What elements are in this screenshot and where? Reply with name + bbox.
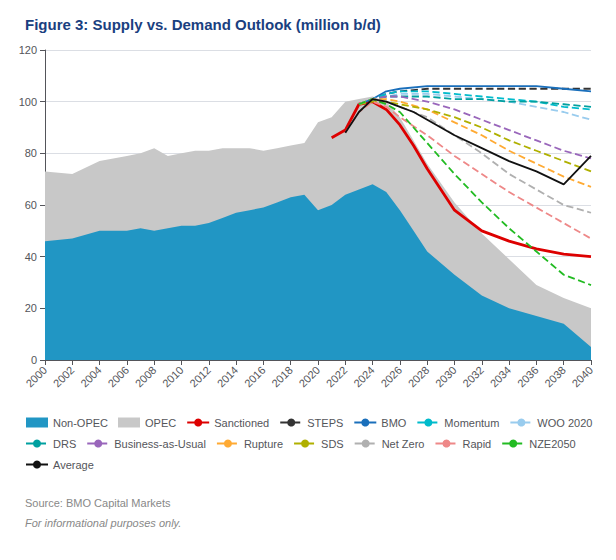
svg-text:For informational purposes onl: For informational purposes only.	[25, 517, 181, 529]
svg-text:2022: 2022	[324, 364, 350, 390]
svg-text:Figure 3: Supply vs. Demand Ou: Figure 3: Supply vs. Demand Outlook (mil…	[25, 16, 381, 33]
svg-text:2006: 2006	[105, 364, 131, 390]
svg-text:SDS: SDS	[321, 438, 344, 450]
svg-text:2018: 2018	[269, 364, 295, 390]
svg-text:Source: BMO Capital Markets: Source: BMO Capital Markets	[25, 497, 171, 509]
svg-text:2040: 2040	[569, 364, 595, 390]
svg-text:Rapid: Rapid	[462, 438, 491, 450]
svg-text:2020: 2020	[296, 364, 322, 390]
svg-text:Sanctioned: Sanctioned	[214, 417, 269, 429]
svg-text:Non-OPEC: Non-OPEC	[53, 417, 108, 429]
svg-text:2038: 2038	[542, 364, 568, 390]
svg-text:2036: 2036	[515, 364, 541, 390]
svg-text:2012: 2012	[187, 364, 213, 390]
svg-text:2002: 2002	[51, 364, 77, 390]
svg-text:2008: 2008	[133, 364, 159, 390]
svg-text:Business-as-Usual: Business-as-Usual	[114, 438, 206, 450]
svg-text:2014: 2014	[215, 364, 241, 390]
svg-text:Rupture: Rupture	[244, 438, 283, 450]
svg-text:BMO: BMO	[381, 417, 407, 429]
svg-text:2024: 2024	[351, 364, 377, 390]
svg-text:2016: 2016	[242, 364, 268, 390]
svg-text:2032: 2032	[460, 364, 486, 390]
svg-text:Momentum: Momentum	[444, 417, 499, 429]
svg-text:STEPS: STEPS	[307, 417, 343, 429]
svg-text:WOO 2020: WOO 2020	[537, 417, 592, 429]
svg-text:40: 40	[25, 251, 37, 263]
svg-text:120: 120	[19, 44, 37, 56]
svg-text:100: 100	[19, 96, 37, 108]
svg-text:60: 60	[25, 199, 37, 211]
svg-text:2026: 2026	[378, 364, 404, 390]
svg-text:80: 80	[25, 147, 37, 159]
svg-text:DRS: DRS	[53, 438, 76, 450]
svg-text:0: 0	[31, 354, 37, 366]
svg-text:NZE2050: NZE2050	[529, 438, 575, 450]
svg-text:Net Zero: Net Zero	[382, 438, 425, 450]
svg-text:2000: 2000	[23, 364, 49, 390]
svg-text:2010: 2010	[160, 364, 186, 390]
svg-text:Average: Average	[53, 459, 94, 471]
svg-text:2004: 2004	[78, 364, 104, 390]
svg-text:20: 20	[25, 302, 37, 314]
svg-text:OPEC: OPEC	[145, 417, 176, 429]
svg-text:2030: 2030	[433, 364, 459, 390]
svg-text:2034: 2034	[488, 364, 514, 390]
svg-text:2028: 2028	[406, 364, 432, 390]
